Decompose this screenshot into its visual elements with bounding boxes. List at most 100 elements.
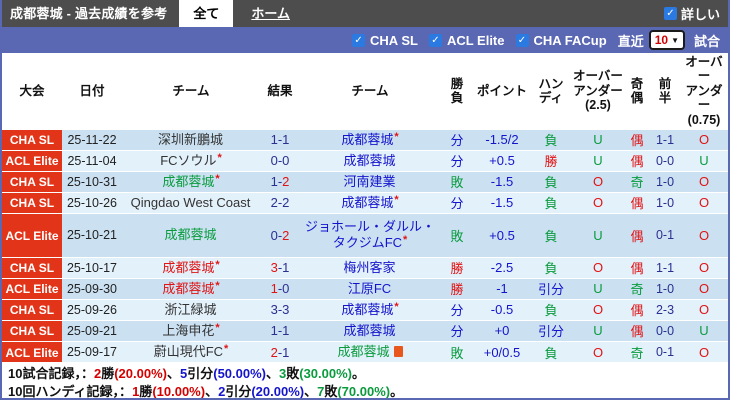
detail-checkbox[interactable]: ✓ bbox=[663, 7, 677, 20]
red-card-icon bbox=[393, 346, 403, 358]
outcome: 勝 bbox=[440, 277, 474, 300]
home-team[interactable]: 浙江緑城 bbox=[164, 301, 217, 317]
match-date: 25-11-04 bbox=[62, 149, 122, 172]
away-team[interactable]: 成都蓉城 bbox=[341, 131, 394, 147]
ou075-result: U bbox=[680, 319, 728, 342]
table-row: CHA SL 25-11-22 深圳新鵬城 1-1 成都蓉城* 分 -1.5/2… bbox=[2, 128, 728, 151]
handicap-result: 引分 bbox=[530, 319, 572, 342]
handicap-points: +0 bbox=[474, 319, 530, 342]
home-star: * bbox=[215, 172, 220, 185]
recent-label: 直近 bbox=[617, 33, 644, 49]
table-row: CHA SL 25-10-17 成都蓉城* 3-1 梅州客家 勝 -2.5 負 … bbox=[2, 256, 728, 279]
handicap-points: +0.5 bbox=[474, 149, 530, 172]
halftime-score: 0-0 bbox=[650, 149, 680, 172]
table-row: CHA SL 25-09-26 浙江緑城 3-3 成都蓉城* 分 -0.5 負 … bbox=[2, 298, 728, 321]
away-star: * bbox=[394, 193, 399, 206]
result: 2-2 bbox=[260, 191, 300, 214]
result: 3-3 bbox=[260, 298, 300, 321]
col-header-ou25: オーバー アンダー (2.5) bbox=[572, 53, 624, 130]
ou075-result: O bbox=[680, 340, 728, 363]
away-star: * bbox=[394, 300, 399, 313]
home-team[interactable]: FCソウル bbox=[160, 152, 217, 168]
league-badge: CHA SL bbox=[9, 175, 55, 190]
outcome: 敗 bbox=[440, 340, 474, 363]
ou075-result: O bbox=[680, 170, 728, 193]
summary-line-handicap: 10回ハンディ記録，：1勝(10.00%)、2引分(20.00%)、7敗(70.… bbox=[8, 384, 404, 400]
home-team[interactable]: 成都蓉城 bbox=[164, 227, 217, 243]
home-team[interactable]: 上海申花 bbox=[162, 322, 215, 338]
recent-count-select[interactable]: 10 ▼ bbox=[648, 30, 685, 50]
handicap-points: -0.5 bbox=[474, 298, 530, 321]
handicap-result: 勝 bbox=[530, 149, 572, 172]
league-badge: CHA SL bbox=[9, 133, 55, 148]
away-team[interactable]: 成都蓉城 bbox=[341, 194, 394, 210]
home-team[interactable]: 深圳新鵬城 bbox=[157, 131, 223, 147]
acl-elite-checkbox[interactable]: ✓ bbox=[428, 33, 442, 47]
home-star: * bbox=[215, 279, 220, 292]
handicap-points: +0/0.5 bbox=[474, 340, 530, 363]
cha-facup-checkbox[interactable]: ✓ bbox=[515, 33, 529, 47]
outcome: 敗 bbox=[440, 170, 474, 193]
result: 0-2 bbox=[260, 212, 300, 258]
odd-even: 奇 bbox=[624, 277, 650, 300]
halftime-score: 0-1 bbox=[650, 340, 680, 363]
away-team[interactable]: 梅州客家 bbox=[343, 259, 396, 275]
header-row: 大会 日付 チーム 結果 チーム 勝 負 ポイント ハン ディ オーバー アンダ… bbox=[2, 53, 728, 130]
filter-bar: ✓ CHA SL ✓ ACL Elite ✓ CHA FACup 直近 10 ▼… bbox=[2, 27, 728, 53]
summary-section: 10試合記録，：2勝(20.00%)、5引分(50.00%)、3敗(30.00%… bbox=[2, 362, 728, 400]
away-team[interactable]: 成都蓉城 bbox=[337, 344, 390, 360]
away-team[interactable]: 河南建業 bbox=[343, 173, 396, 189]
home-team[interactable]: 成都蓉城 bbox=[162, 280, 215, 296]
league-badge: CHA SL bbox=[9, 196, 55, 211]
ou25-result: O bbox=[572, 191, 624, 214]
halftime-score: 1-0 bbox=[650, 191, 680, 214]
league-badge: CHA SL bbox=[9, 303, 55, 318]
title-bar: 成都蓉城 - 過去成績を参考 全て ホーム ✓ 詳しい bbox=[2, 0, 728, 27]
col-header-away-team: チーム bbox=[300, 53, 440, 130]
home-team[interactable]: 蔚山現代FC bbox=[153, 344, 224, 360]
odd-even: 奇 bbox=[624, 170, 650, 193]
match-date: 25-10-26 bbox=[62, 191, 122, 214]
col-header-handicap: ハン ディ bbox=[530, 53, 572, 130]
table-row: CHA SL 25-10-31 成都蓉城* 1-2 河南建業 敗 -1.5 負 … bbox=[2, 170, 728, 193]
home-link[interactable]: ホーム bbox=[251, 6, 290, 21]
col-header-ou075: オーバー アンダー (0.75) bbox=[680, 53, 728, 130]
result: 0-0 bbox=[260, 149, 300, 172]
tab-all[interactable]: 全て bbox=[179, 0, 234, 27]
away-team[interactable]: 江原FC bbox=[347, 280, 392, 296]
away-team[interactable]: 成都蓉城 bbox=[343, 322, 396, 338]
handicap-result: 負 bbox=[530, 298, 572, 321]
away-team[interactable]: ジョホール・ダルル・タクジムFC bbox=[304, 219, 435, 251]
ou075-result: O bbox=[680, 212, 728, 258]
handicap-result: 負 bbox=[530, 256, 572, 279]
cha-sl-checkbox[interactable]: ✓ bbox=[352, 33, 366, 47]
home-star: * bbox=[217, 151, 222, 164]
col-header-outcome: 勝 負 bbox=[440, 53, 474, 130]
league-badge: ACL Elite bbox=[5, 154, 59, 169]
result: 1-1 bbox=[260, 128, 300, 151]
match-date: 25-11-22 bbox=[62, 128, 122, 151]
detail-label: 詳しい bbox=[680, 7, 720, 22]
away-team[interactable]: 成都蓉城 bbox=[341, 301, 394, 317]
table-row: ACL Elite 25-11-04 FCソウル* 0-0 成都蓉城 分 +0.… bbox=[2, 149, 728, 172]
halftime-score: 0-0 bbox=[650, 319, 680, 342]
col-header-date: 日付 bbox=[62, 53, 122, 130]
league-badge: ACL Elite bbox=[5, 228, 59, 243]
odd-even: 奇 bbox=[624, 340, 650, 363]
halftime-score: 1-1 bbox=[650, 256, 680, 279]
handicap-points: -1.5 bbox=[474, 170, 530, 193]
match-date: 25-09-17 bbox=[62, 340, 122, 363]
results-table: 大会 日付 チーム 結果 チーム 勝 負 ポイント ハン ディ オーバー アンダ… bbox=[2, 53, 728, 363]
home-team[interactable]: 成都蓉城 bbox=[162, 173, 215, 189]
halftime-score: 1-0 bbox=[650, 170, 680, 193]
home-team[interactable]: Qingdao West Coast bbox=[130, 194, 251, 210]
page-title: 成都蓉城 - 過去成績を参考 bbox=[10, 6, 168, 21]
table-row: ACL Elite 25-09-30 成都蓉城* 1-0 江原FC 勝 -1 引… bbox=[2, 277, 728, 300]
home-team[interactable]: 成都蓉城 bbox=[162, 259, 215, 275]
away-team[interactable]: 成都蓉城 bbox=[343, 152, 396, 168]
league-badge: CHA SL bbox=[9, 324, 55, 339]
table-row: ACL Elite 25-10-21 成都蓉城 0-2 ジョホール・ダルル・タク… bbox=[2, 212, 728, 258]
handicap-result: 負 bbox=[530, 340, 572, 363]
result: 1-2 bbox=[260, 170, 300, 193]
ou075-result: O bbox=[680, 128, 728, 151]
